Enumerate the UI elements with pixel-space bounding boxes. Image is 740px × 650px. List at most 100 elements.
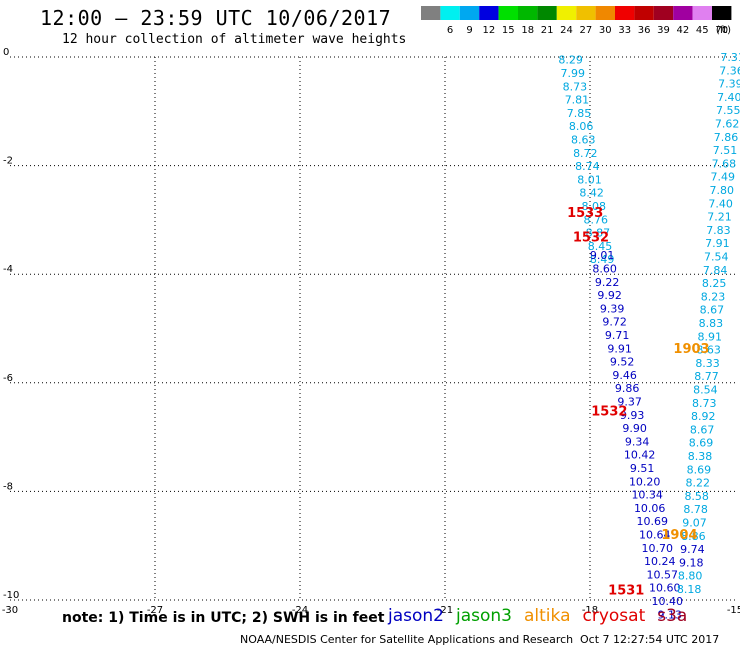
wave-height-value: 8.49 (590, 253, 615, 266)
legend-swatch-9 (459, 6, 480, 20)
wave-height-value: 8.63 (696, 344, 721, 357)
pass-time-label: 1904 (661, 528, 697, 543)
wave-height-value: 8.25 (702, 277, 727, 290)
satellite-altika: altika (524, 606, 571, 626)
wave-height-value: 8.33 (695, 357, 720, 370)
satellite-cryosat: cryosat (582, 606, 646, 626)
legend-swatch-45 (692, 6, 712, 20)
x-tick-label: -18 (582, 605, 598, 616)
wave-height-value: 7.54 (704, 251, 729, 264)
credit-line: NOAA/NESDIS Center for Satellite Applica… (240, 633, 574, 646)
wave-height-value: 9.18 (679, 556, 704, 569)
wave-height-value: 8.72 (573, 147, 598, 160)
legend-label-15: 15 (502, 25, 515, 36)
wave-height-value: 8.80 (678, 570, 703, 583)
wave-height-value: 7.49 (711, 171, 736, 184)
wave-height-value: 7.83 (706, 224, 731, 237)
wave-height-value: 7.40 (717, 91, 740, 104)
wave-height-value: 9.13 (658, 608, 683, 621)
legend-label-24: 24 (560, 25, 573, 36)
wave-height-value: 8.77 (694, 370, 719, 383)
legend-swatch-27 (576, 6, 596, 20)
wave-height-value: 8.69 (687, 463, 712, 476)
legend-label-70: 70 (715, 25, 728, 36)
wave-height-value: 9.72 (602, 316, 627, 329)
wave-height-value: 8.08 (581, 200, 606, 213)
x-tick-label: -24 (292, 605, 308, 616)
x-tick-label: -21 (437, 605, 453, 616)
wave-height-value: 7.91 (705, 237, 730, 250)
page-title: 12:00 – 23:59 UTC 10/06/2017 (40, 6, 392, 30)
wave-height-value: 8.63 (571, 134, 596, 147)
wave-height-value: 10.42 (624, 449, 656, 462)
wave-height-value: 8.73 (692, 397, 717, 410)
wave-height-value: 10.60 (649, 582, 681, 595)
legend-swatch-6 (440, 6, 460, 20)
wave-height-value: 8.22 (686, 477, 711, 490)
wave-height-color-legend: 6 9 12 15 18 21 24 27 30 33 36 39 42 45 70(ft) (421, 6, 732, 36)
legend-swatch-12 (479, 6, 499, 20)
legend-label-45: 45 (696, 25, 709, 36)
wave-height-value: 8.83 (699, 317, 724, 330)
wave-height-value: 9.71 (605, 329, 630, 342)
legend-label-27: 27 (580, 25, 593, 36)
legend-label-18: 18 (521, 25, 534, 36)
wave-height-value: 7.55 (716, 104, 740, 117)
wave-height-value: 8.67 (690, 423, 715, 436)
wave-height-value: 10.70 (641, 542, 673, 555)
legend-swatch-70 (712, 6, 732, 20)
wave-height-value: 8.69 (689, 437, 714, 450)
wave-height-value: 9.52 (610, 356, 635, 369)
wave-height-value: 10.34 (631, 489, 663, 502)
x-tick-label: -30 (2, 605, 18, 616)
wave-height-value: 9.86 (615, 382, 640, 395)
legend-label-42: 42 (677, 25, 690, 36)
wave-height-value: 8.87 (586, 227, 611, 240)
wave-height-value: 8.92 (691, 410, 716, 423)
y-tick-label: -4 (3, 264, 13, 275)
pass-time-label: 1531 (608, 584, 644, 599)
legend-label-6: 6 (447, 25, 453, 36)
wave-height-value: 10.57 (646, 568, 678, 581)
legend-label-9: 9 (466, 25, 472, 36)
wave-height-value: 7.39 (718, 78, 740, 91)
wave-height-value: 9.91 (607, 342, 632, 355)
wave-height-value: 7.86 (714, 131, 739, 144)
legend-label-39: 39 (657, 25, 670, 36)
wave-height-value: 7.31 (720, 51, 740, 64)
units-note: note: 1) Time is in UTC; 2) SWH is in fe… (62, 610, 385, 626)
wave-height-value: 8.73 (563, 80, 588, 93)
wave-height-value: 9.74 (680, 543, 705, 556)
wave-height-value: 8.54 (693, 384, 718, 397)
legend-swatch-21 (537, 6, 557, 20)
wave-height-value: 10.64 (639, 528, 671, 541)
wave-height-value: 8.06 (569, 120, 594, 133)
satellite-legend: jason2 jason3 altika cryosat s3a (388, 606, 699, 626)
wave-height-value: 8.76 (584, 213, 609, 226)
legend-swatch-36 (634, 6, 654, 20)
wave-height-value: 7.62 (715, 118, 740, 131)
legend-swatch-33 (615, 6, 635, 20)
legend-swatch-3 (421, 6, 441, 20)
satellite-s3a: s3a (657, 606, 688, 626)
wave-height-value: 9.37 (617, 395, 642, 408)
legend-swatch-24 (556, 6, 577, 20)
y-tick-label: 0 (3, 47, 9, 58)
wave-height-value: 10.69 (636, 515, 668, 528)
page-subtitle: 12 hour collection of altimeter wave hei… (62, 32, 407, 47)
wave-height-value: 9.01 (590, 249, 615, 262)
wave-height-value: 9.51 (630, 462, 655, 475)
wave-height-value: 9.34 (625, 435, 650, 448)
pass-time-label: 1532 (573, 231, 609, 246)
x-tick-label: -27 (147, 605, 163, 616)
wave-height-value: 7.99 (561, 67, 586, 80)
wave-height-value: 7.51 (713, 144, 738, 157)
wave-height-value: 7.21 (707, 211, 732, 224)
wave-height-value: 9.92 (597, 289, 622, 302)
wave-height-value: 9.22 (595, 276, 620, 289)
wave-height-value: 7.36 (719, 64, 740, 77)
wave-height-value: 8.58 (684, 490, 709, 503)
wave-height-value: 8.01 (577, 173, 602, 186)
x-tick-label: -15 (727, 605, 740, 616)
